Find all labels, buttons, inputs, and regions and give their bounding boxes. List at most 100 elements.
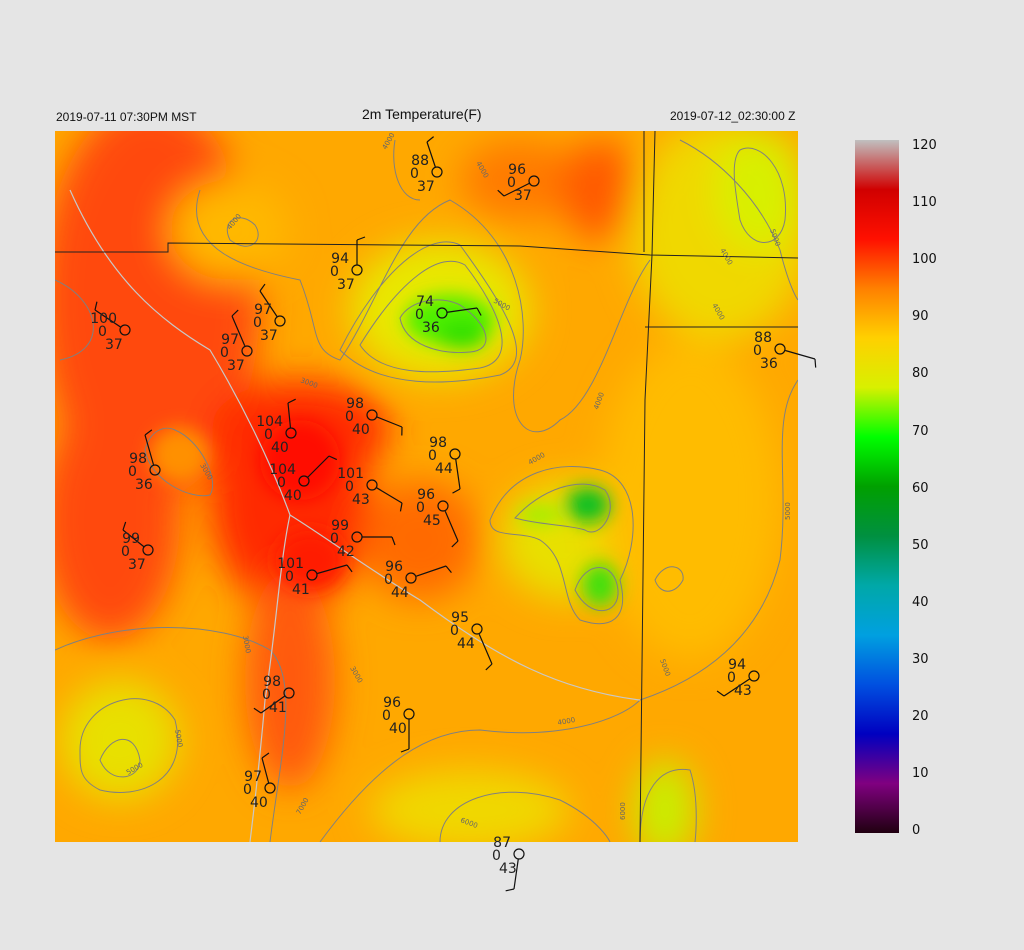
station-dewpoint: 37 [417,179,435,195]
station-circle-icon [283,687,295,699]
wind-barb-feather [814,358,817,368]
station-temperature: 96 [508,162,526,178]
wind-barb-icon [261,757,270,784]
wind-barb-feather [356,236,366,241]
station-temperature: 96 [383,695,401,711]
station-temperature: 100 [90,311,117,327]
station-dewpoint: 43 [352,492,370,508]
contour-label: 5000 [173,729,184,748]
station-mid-value: 0 [428,448,437,464]
station-temperature: 94 [331,251,349,267]
station-dewpoint: 41 [269,700,287,716]
station-temperature: 74 [416,294,434,310]
contour-label: 4000 [557,716,576,727]
station-temperature: 95 [451,610,469,626]
station-dewpoint: 36 [760,356,778,372]
station-dewpoint: 45 [423,513,441,529]
station-mid-value: 0 [492,848,501,864]
wind-barb-icon [416,565,447,577]
station-mid-value: 0 [98,324,107,340]
station-temperature: 96 [417,487,435,503]
station-temperature: 88 [411,153,429,169]
station-dewpoint: 43 [734,683,752,699]
wind-barb-icon [231,315,246,346]
wind-barb-feather [287,398,296,404]
station-circle-icon [436,307,448,319]
colorbar-tick-label: 80 [912,366,929,382]
wind-barb-icon [478,634,493,665]
wind-barb-icon [444,511,459,542]
wind-barb-feather [259,283,266,292]
wind-barb-icon [455,459,461,490]
wind-barb-icon [94,309,121,328]
station-circle-icon [748,670,760,682]
colorbar-tick-label: 110 [912,195,937,211]
station-mid-value: 0 [330,531,339,547]
wind-barb-feather [452,488,461,494]
station-circle-icon [528,175,540,187]
wind-barb-feather [346,564,353,573]
wind-barb-feather [391,536,396,546]
station-circle-icon [366,409,378,421]
colorbar-tick-label: 70 [912,423,929,439]
wind-barb-icon [426,141,437,168]
wind-barb-icon [503,182,530,197]
station-mid-value: 0 [382,708,391,724]
station-temperature: 104 [256,414,283,430]
station-temperature: 97 [221,332,239,348]
colorbar [855,140,899,833]
station-temperature: 94 [728,657,746,673]
station-circle-icon [351,531,363,543]
station-circle-icon [274,315,286,327]
wind-barb-feather [328,455,338,461]
station-circle-icon [431,166,443,178]
station-dewpoint: 37 [227,358,245,374]
wind-barb-feather [485,663,493,671]
station-mid-value: 0 [262,687,271,703]
wind-barb-feather [261,752,270,759]
map-title: 2m Temperature(F) [362,106,482,122]
station-dewpoint: 37 [337,277,355,293]
station-mid-value: 0 [727,670,736,686]
station-temperature: 98 [129,451,147,467]
station-mid-value: 0 [121,544,130,560]
station-plots: 8803796037940377403610003797037970378803… [90,136,817,892]
wind-barb-feather [399,502,403,512]
station-temperature: 87 [493,835,511,851]
station-circle-icon [437,500,449,512]
wind-barb-icon [513,859,519,890]
station-mid-value: 0 [220,345,229,361]
station-circle-icon [513,848,525,860]
colorbar-tick-label: 40 [912,594,929,610]
station-circle-icon [774,343,786,355]
station-dewpoint: 36 [422,320,440,336]
wind-barb-feather [451,540,459,548]
wind-barb-feather [426,136,435,143]
colorbar-tick-label: 50 [912,537,929,553]
wind-barb-icon [317,564,348,575]
station-dewpoint: 42 [337,544,355,560]
colorbar-tick-label: 20 [912,709,929,724]
station-mid-value: 0 [285,569,294,585]
station-mid-value: 0 [128,464,137,480]
station-temperature: 99 [122,531,140,547]
station-dewpoint: 44 [391,585,409,601]
station-temperature: 97 [254,302,272,318]
station-circle-icon [366,479,378,491]
station-dewpoint: 40 [352,422,370,438]
wind-barb-feather [476,307,482,316]
colorbar-tick-label: 60 [912,480,929,496]
